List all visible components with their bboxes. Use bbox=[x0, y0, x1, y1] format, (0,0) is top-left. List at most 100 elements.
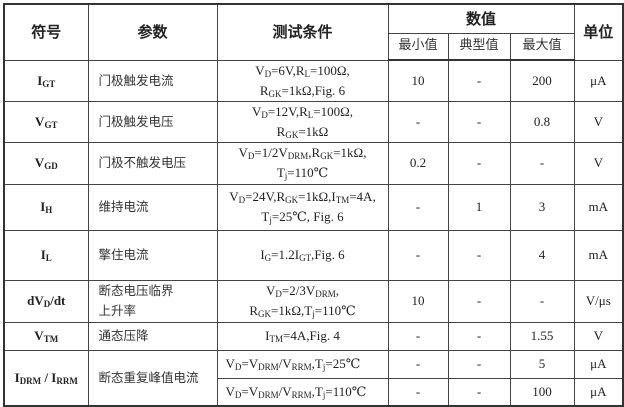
table-row: VGT 门极触发电压 VD=12V,RL=100Ω, RGK=1kΩ - -0.8 V bbox=[3, 100, 624, 143]
conditions-cell: IG=1.2IGT,Fig. 6 bbox=[216, 229, 389, 281]
subscript: j bbox=[322, 362, 326, 372]
subscript: TM bbox=[43, 334, 59, 344]
text-segment: =1kΩ,I bbox=[298, 189, 336, 204]
subscript: RRM bbox=[291, 362, 312, 372]
text-segment: =25℃, Fig. 6 bbox=[271, 209, 344, 224]
text-segment: V bbox=[35, 113, 45, 129]
subscript: D bbox=[234, 389, 242, 400]
subscript: GT bbox=[42, 78, 56, 89]
parameter-cell: 通态压降 bbox=[87, 321, 218, 351]
condition-line: VD=1/2VDRM,RGK=1kΩ, bbox=[218, 143, 388, 163]
unit-cell: μA bbox=[573, 377, 624, 407]
min-cell: 0.2 bbox=[387, 141, 449, 185]
text-segment: T bbox=[276, 165, 285, 180]
min-cell: - bbox=[387, 100, 449, 143]
subscript: j bbox=[269, 215, 272, 225]
subscript: GK bbox=[285, 129, 299, 140]
parameter-line: 擎住电流 bbox=[98, 247, 149, 262]
text-segment: V bbox=[229, 189, 239, 204]
symbol-cell: IDRM / IRRM bbox=[3, 349, 89, 407]
symbol-cell: VGT bbox=[3, 100, 89, 143]
conditions-cell: VD=VDRM/VRRM,Tj=25℃ bbox=[216, 349, 389, 379]
text-segment: =100Ω, bbox=[310, 62, 350, 78]
parameter-cell: 门极触发电压 bbox=[87, 100, 218, 143]
typ-cell: - bbox=[447, 321, 511, 351]
typ-cell: - bbox=[447, 229, 511, 281]
subscript: D bbox=[275, 289, 282, 299]
unit-cell: V bbox=[573, 141, 624, 185]
subscript: RRM bbox=[56, 375, 78, 386]
min-cell: - bbox=[387, 183, 449, 231]
text-segment: /V bbox=[278, 383, 292, 399]
max-cell: - bbox=[509, 279, 575, 323]
header-unit: 单位 bbox=[573, 3, 624, 61]
text-segment: R bbox=[259, 82, 269, 98]
subscript: GK bbox=[258, 309, 272, 319]
subscript: L bbox=[45, 253, 52, 263]
min-cell: 10 bbox=[387, 279, 449, 323]
text-segment: =6V,R bbox=[271, 62, 305, 78]
header-typ: 典型值 bbox=[447, 32, 511, 61]
text-segment: =24V,R bbox=[245, 189, 286, 204]
subscript: L bbox=[307, 109, 314, 120]
max-cell: 4 bbox=[509, 229, 575, 281]
table-row: IDRM / IRRM 断态重复峰值电流 VD=VDRM/VRRM,Tj=25℃ - -… bbox=[3, 349, 624, 407]
subscript: RRM bbox=[291, 389, 312, 400]
text-segment: V bbox=[238, 145, 248, 160]
text-segment: /dt bbox=[50, 293, 66, 308]
symbol-cell: IL bbox=[3, 229, 89, 281]
condition-line: VD=6V,RL=100Ω, bbox=[218, 61, 388, 81]
max-cell: 0.8 bbox=[509, 100, 575, 143]
electrical-characteristics-table: 符号 参数 测试条件 数值 单位 最小值 典型值 最大值 IGT 门极触发电流 VD… bbox=[3, 3, 624, 407]
max-cell: - bbox=[509, 141, 575, 185]
header-values: 数值 bbox=[387, 3, 575, 34]
symbol-cell: IH bbox=[3, 183, 89, 231]
conditions-cell: VD=12V,RL=100Ω, RGK=1kΩ bbox=[216, 100, 389, 143]
subscript: GK bbox=[268, 88, 282, 99]
typ-cell: - bbox=[447, 59, 511, 102]
table-row: VTM 通态压降 ITM=4A,Fig. 4- -1.55 V bbox=[3, 321, 624, 351]
parameter-cell: 门极不触发电压 bbox=[87, 141, 218, 185]
unit-cell: mA bbox=[573, 183, 624, 231]
unit-cell: V bbox=[573, 100, 624, 143]
parameter-cell: 维持电流 bbox=[87, 183, 218, 231]
subscript: DRM bbox=[19, 375, 42, 386]
text-segment: R bbox=[249, 303, 259, 318]
text-segment: =1kΩ,Fig. 6 bbox=[281, 82, 346, 98]
max-cell: 100 bbox=[509, 377, 575, 407]
parameter-line: 上升率 bbox=[98, 303, 137, 318]
min-cell: - bbox=[387, 349, 449, 379]
subscript: GT bbox=[299, 253, 312, 263]
text-segment: =1kΩ,T bbox=[271, 303, 313, 318]
subscript: j bbox=[284, 171, 288, 181]
text-segment: =4A,Fig. 4 bbox=[283, 328, 340, 343]
table-row: IGT 门极触发电流 VD=6V,RL=100Ω, RGK=1kΩ,Fig. 6 10-… bbox=[3, 59, 624, 102]
subscript: L bbox=[304, 68, 311, 79]
parameter-line: 门极触发电流 bbox=[98, 72, 174, 88]
subscript: GT bbox=[44, 119, 58, 130]
unit-cell: mA bbox=[573, 229, 624, 281]
text-segment: V bbox=[34, 328, 44, 343]
header-conditions: 测试条件 bbox=[216, 3, 389, 61]
unit-cell: V/μs bbox=[573, 279, 624, 323]
parameter-cell: 断态电压临界 上升率 bbox=[87, 279, 218, 323]
header-max: 最大值 bbox=[509, 32, 575, 61]
min-cell: 10 bbox=[387, 59, 449, 102]
parameter-cell: 断态重复峰值电流 bbox=[87, 349, 218, 407]
text-segment: V bbox=[34, 155, 45, 170]
text-segment: T bbox=[261, 209, 270, 224]
text-segment: =25℃ bbox=[325, 356, 361, 371]
typ-cell: - bbox=[447, 279, 511, 323]
conditions-cell: ITM=4A,Fig. 4 bbox=[216, 321, 389, 351]
text-segment: ,T bbox=[311, 383, 323, 399]
text-segment: =V bbox=[241, 383, 259, 399]
table-row: IH 维持电流 VD=24V,RGK=1kΩ,ITM=4A, Tj=25℃, Fig.… bbox=[3, 183, 624, 231]
symbol-cell: VGD bbox=[3, 141, 89, 185]
text-segment: I bbox=[40, 199, 46, 214]
subscript: GD bbox=[44, 161, 58, 171]
typ-cell: - bbox=[447, 100, 511, 143]
text-segment: =110℃ bbox=[325, 383, 367, 399]
condition-line: RGK=1kΩ,Tj=110℃ bbox=[218, 301, 388, 321]
max-cell: 3 bbox=[509, 183, 575, 231]
parameter-cell: 门极触发电流 bbox=[87, 59, 218, 102]
